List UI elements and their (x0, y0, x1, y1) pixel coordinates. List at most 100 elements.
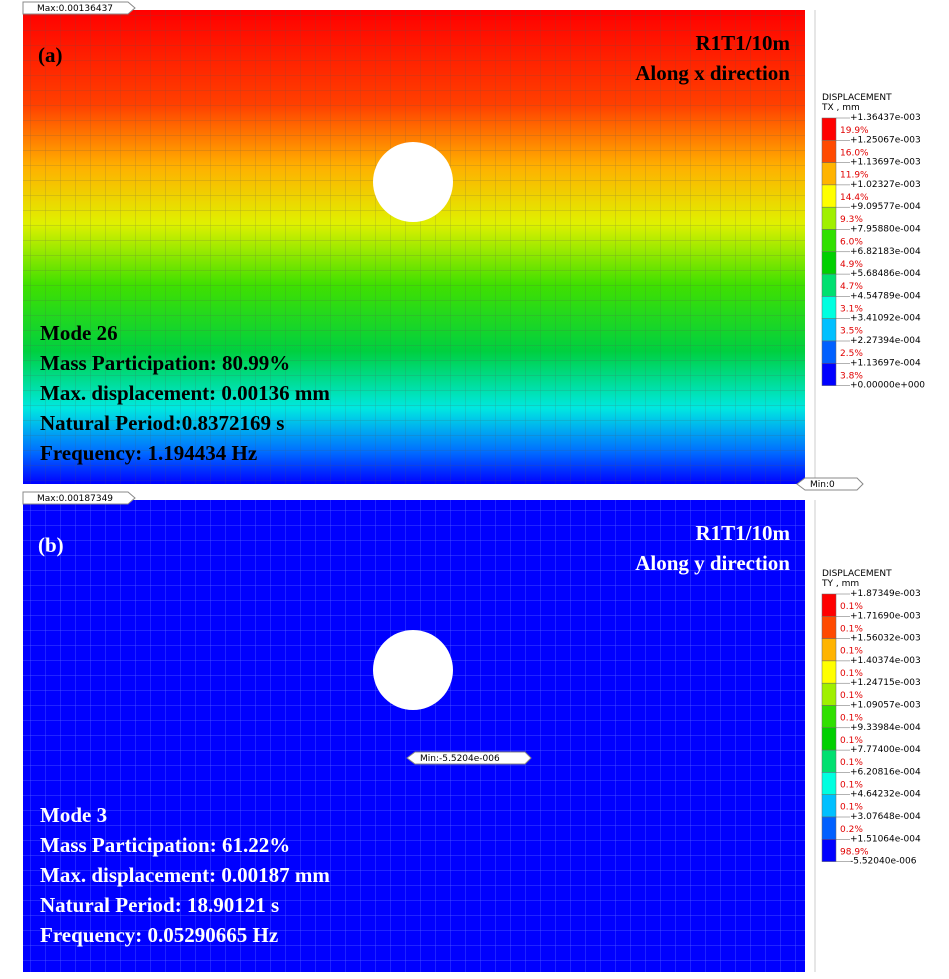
legend-percent: 0.1% (840, 736, 863, 746)
legend-swatch (821, 705, 837, 729)
info-line: Mass Participation: 61.22% (40, 833, 290, 857)
legend-value: +9.09577e-004 (850, 202, 921, 212)
legend-percent: 0.1% (840, 803, 863, 813)
legend-percent: 0.1% (840, 602, 863, 612)
legend-percent: 3.1% (840, 304, 863, 314)
legend-value: +9.33984e-004 (850, 723, 921, 733)
legend-percent: 0.1% (840, 691, 863, 701)
info-line: Mode 26 (40, 321, 118, 345)
legend-value: +0.00000e+000 (850, 381, 925, 391)
panels: Max:0.00136437 Min:0 (a) R1T1/10m Along x di… (22, 1, 925, 972)
panel-title: Along y direction (635, 551, 790, 575)
legend-swatch (821, 816, 837, 840)
legend-swatch (821, 682, 837, 706)
max-tag-text: Max:0.00136437 (37, 4, 113, 14)
legend-unit: TX , mm (821, 103, 860, 113)
legend-value: +7.95880e-004 (850, 225, 921, 235)
max-tag (22, 491, 136, 505)
legend-value: +7.77400e-004 (850, 745, 921, 755)
legend-value: +1.51064e-004 (850, 834, 921, 844)
legend-swatch (821, 749, 837, 773)
legend-swatch (821, 340, 837, 364)
legend-swatch (821, 140, 837, 163)
contour-panel: Max:0.00136437 Min:0 (a) R1T1/10m Along x di… (22, 1, 925, 491)
legend-swatch (821, 593, 837, 617)
legend-value: +1.13697e-003 (850, 158, 921, 168)
legend-value: +6.20816e-004 (850, 767, 921, 777)
info-line: Natural Period:0.8372169 s (40, 411, 284, 435)
legend-value: +1.09057e-003 (850, 701, 921, 711)
legend-percent: 3.5% (840, 327, 863, 337)
legend-swatch (821, 660, 837, 684)
legend-value: +1.36437e-003 (850, 113, 921, 123)
legend-value: -5.52040e-006 (850, 857, 917, 867)
legend-value: +1.13697e-004 (850, 358, 921, 368)
legend-percent: 6.0% (840, 238, 863, 248)
legend-value: +1.24715e-003 (850, 678, 921, 688)
legend-value: +2.27394e-004 (850, 336, 921, 346)
legend-percent: 14.4% (840, 193, 869, 203)
legend-swatch (821, 251, 837, 275)
legend-swatch (821, 229, 837, 253)
info-line: Frequency: 0.05290665 Hz (40, 923, 278, 947)
info-line: Natural Period: 18.90121 s (40, 893, 279, 917)
legend-swatch (821, 363, 837, 386)
legend-percent: 0.1% (840, 669, 863, 679)
panel-title: R1T1/10m (696, 31, 791, 55)
legend-swatch (821, 794, 837, 818)
mesh (23, 500, 805, 972)
legend-percent: 0.1% (840, 780, 863, 790)
legend-percent: 0.2% (840, 825, 863, 835)
legend-percent: 0.1% (840, 714, 863, 724)
legend-percent: 0.1% (840, 647, 863, 657)
legend-swatch (821, 184, 837, 208)
legend-value: +1.02327e-003 (850, 180, 921, 190)
info-line: Max. displacement: 0.00187 mm (40, 863, 330, 887)
info-line: Mode 3 (40, 803, 107, 827)
legend-value: +6.82183e-004 (850, 247, 921, 257)
legend-swatch (821, 839, 837, 862)
legend-title: DISPLACEMENT (822, 569, 892, 579)
legend-value: +3.07648e-004 (850, 812, 921, 822)
legend-value: +4.54789e-004 (850, 291, 921, 301)
legend-swatch (821, 616, 837, 639)
legend-percent: 11.9% (840, 171, 869, 181)
mesh (23, 10, 805, 484)
legend-percent: 4.7% (840, 282, 863, 292)
legend-percent: 0.1% (840, 758, 863, 768)
legend-value: +3.41092e-004 (850, 314, 921, 324)
legend-swatch (821, 162, 837, 186)
max-tag-text: Max:0.00187349 (37, 494, 113, 504)
legend-value: +1.56032e-003 (850, 634, 921, 644)
panel-title: Along x direction (635, 61, 790, 85)
legend-percent: 19.9% (840, 126, 869, 136)
legend-value: +5.68486e-004 (850, 269, 921, 279)
legend-value: +1.40374e-003 (850, 656, 921, 666)
legend-swatch (821, 273, 837, 297)
panel-title: R1T1/10m (696, 521, 791, 545)
legend-percent: 3.8% (840, 371, 863, 381)
legend-swatch (821, 772, 837, 795)
info-line: Mass Participation: 80.99% (40, 351, 290, 375)
legend-percent: 0.1% (840, 624, 863, 634)
legend-value: +1.25067e-003 (850, 135, 921, 145)
contour-panel: Max:0.00187349 Min:-5.5204e-006 (b) R1T1/10… (22, 491, 921, 972)
min-tag-text: Min:-5.5204e-006 (420, 754, 500, 764)
legend-value: +4.64232e-004 (850, 790, 921, 800)
legend-percent: 2.5% (840, 349, 863, 359)
legend-swatch (821, 296, 837, 319)
min-tag-text: Min:0 (810, 480, 835, 490)
legend-swatch (821, 638, 837, 662)
legend-swatch (821, 318, 837, 342)
max-tag (22, 1, 136, 15)
legend-swatch (821, 206, 837, 230)
legend-unit: TY , mm (821, 579, 859, 589)
legend-title: DISPLACEMENT (822, 93, 892, 103)
legend-swatch (821, 727, 837, 751)
legend-value: +1.71690e-003 (850, 611, 921, 621)
min-tag (796, 477, 864, 491)
legend-percent: 98.9% (840, 847, 869, 857)
legend-percent: 9.3% (840, 215, 863, 225)
panel-label: (a) (38, 43, 63, 67)
